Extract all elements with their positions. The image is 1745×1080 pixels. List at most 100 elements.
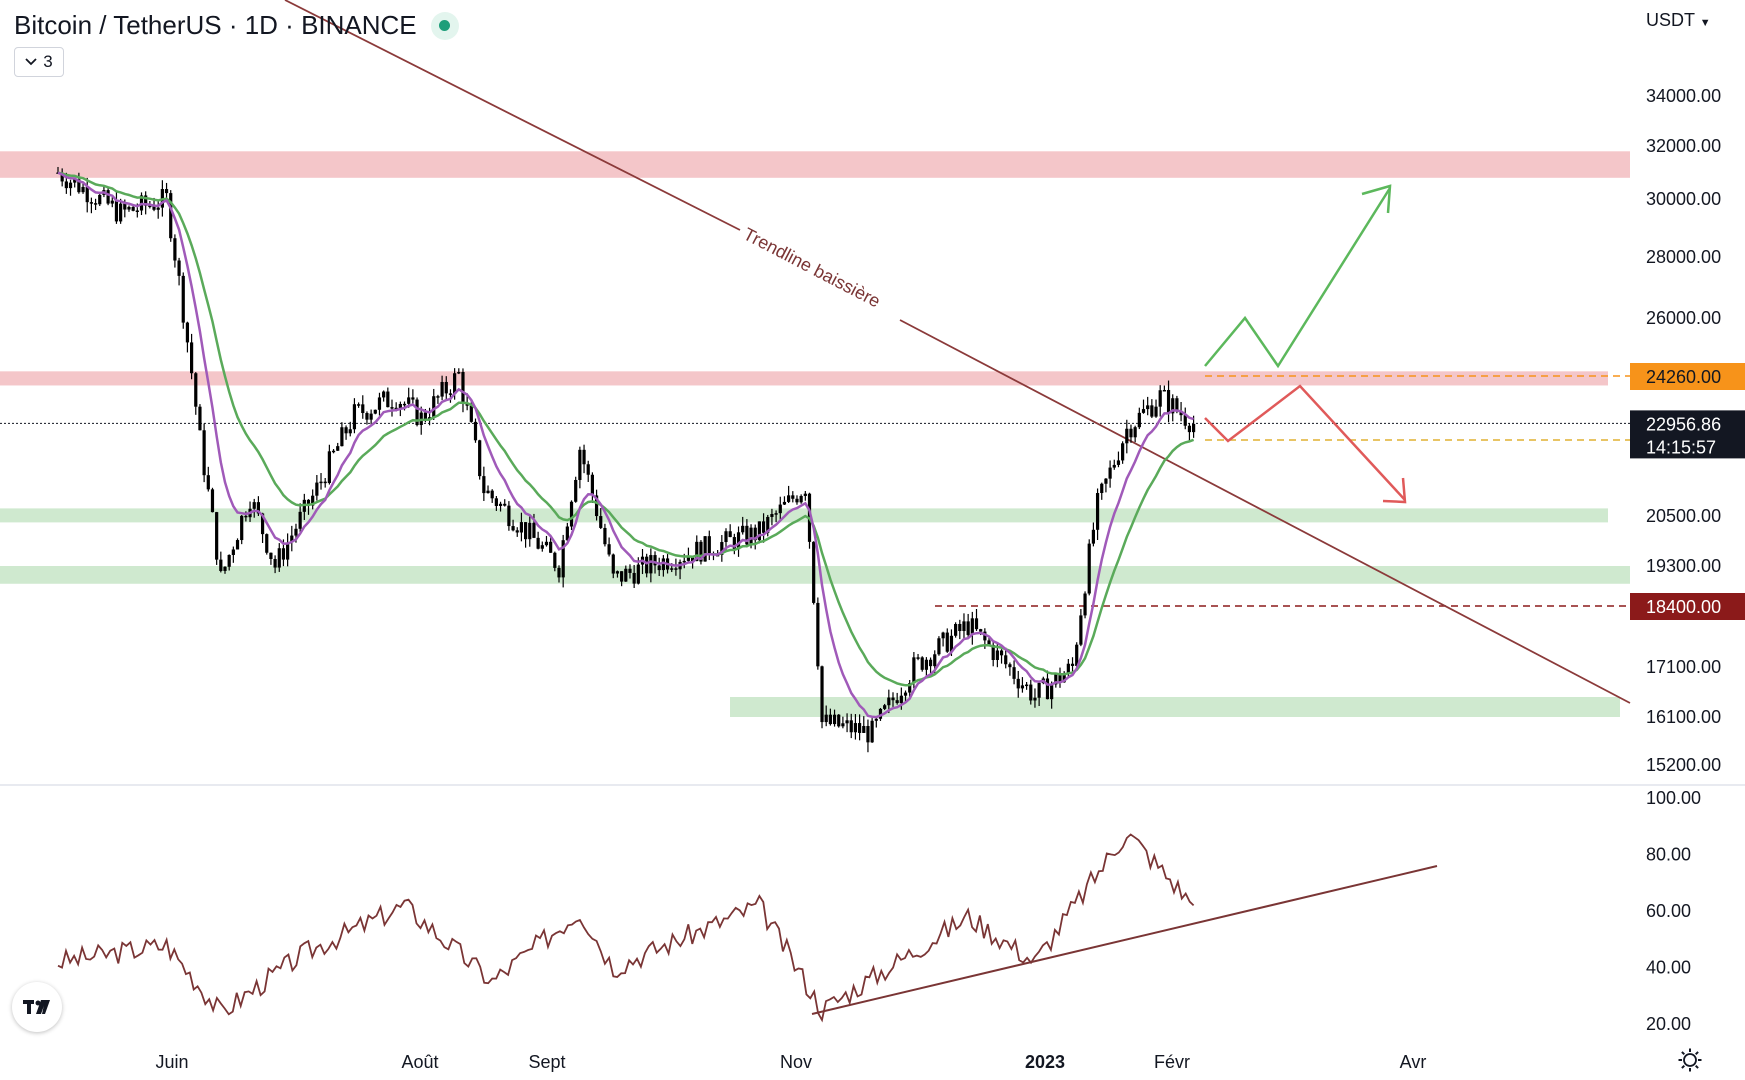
rsi-tick-label: 60.00 <box>1646 901 1691 921</box>
candle-body <box>352 404 357 430</box>
candle-body <box>294 528 298 536</box>
candle-body <box>290 535 294 543</box>
price-tick-label: 16100.00 <box>1646 707 1721 727</box>
candle-body <box>937 638 941 655</box>
candle-body <box>402 403 407 406</box>
symbol-title[interactable]: Bitcoin / TetherUS · 1D · BINANCE <box>14 10 417 40</box>
candle-body <box>599 516 603 528</box>
candle-body <box>1037 682 1041 698</box>
candle-body <box>611 554 615 574</box>
candle-body <box>436 396 440 398</box>
candle-body <box>1062 673 1066 683</box>
candle-body <box>64 181 68 189</box>
candle-body <box>277 548 281 568</box>
candle-body <box>1146 405 1150 410</box>
chart-header: Bitcoin / TetherUS · 1D · BINANCE <box>14 10 459 41</box>
candle-body <box>457 371 461 374</box>
time-axis: Juin Août Sept Nov 2023 Févr Avr <box>155 1052 1426 1072</box>
candle-body <box>1192 423 1196 433</box>
candle-body <box>1045 678 1050 700</box>
candle-body <box>979 629 983 632</box>
candle-body <box>1083 593 1087 616</box>
price-tick-label: 17100.00 <box>1646 657 1721 677</box>
candle-body <box>494 498 498 506</box>
candle-body <box>1033 697 1037 701</box>
downtrend-line: Trendline baissière <box>284 0 1631 704</box>
candle-body <box>164 189 169 194</box>
candle-body <box>557 567 561 578</box>
last-price-text: 22956.86 <box>1646 414 1721 434</box>
candle-body <box>1075 644 1079 666</box>
candle-body <box>319 481 323 484</box>
candle-body <box>878 708 883 719</box>
candle-body <box>949 635 954 652</box>
candle-body <box>411 397 415 400</box>
candle-body <box>490 490 494 499</box>
rsi-tick-label: 100.00 <box>1646 788 1701 808</box>
candle-body <box>390 407 394 409</box>
candle-body <box>206 475 210 490</box>
candle-body <box>565 526 569 541</box>
time-tick-label: Nov <box>780 1052 812 1072</box>
candle-body <box>920 657 924 670</box>
candle-body <box>974 618 979 630</box>
candle-body <box>1054 673 1058 685</box>
ema-slow-line <box>57 171 1195 687</box>
rsi-line <box>57 833 1195 1023</box>
candle-body <box>770 514 774 517</box>
candle-body <box>331 450 336 453</box>
candle-body <box>1175 398 1179 411</box>
candle-body <box>891 697 895 701</box>
candle-body <box>85 186 89 203</box>
bearish-scenario-arrow <box>1204 384 1407 504</box>
candle-body <box>119 203 123 222</box>
candle-body <box>486 490 490 494</box>
candle-body <box>98 194 102 205</box>
candle-body <box>674 568 678 570</box>
candle-body <box>1121 443 1125 461</box>
tradingview-logo-icon[interactable] <box>12 982 62 1032</box>
candle-body <box>649 555 653 574</box>
zones <box>0 151 1630 717</box>
candle-body <box>908 683 912 693</box>
candle-body <box>198 406 202 431</box>
currency-selector[interactable]: USDT ▼ <box>1646 10 1711 31</box>
candle-body <box>1187 425 1192 433</box>
candle-body <box>440 381 444 397</box>
candle-body <box>991 645 995 660</box>
candle-body <box>624 568 628 582</box>
candle-body <box>540 545 544 549</box>
candle-body <box>503 503 507 506</box>
candle-body <box>478 440 482 477</box>
time-tick-label: Juin <box>155 1052 188 1072</box>
candle-body <box>1108 467 1112 479</box>
candle-body <box>1070 663 1075 666</box>
candle-body <box>761 521 766 533</box>
candle-body <box>369 413 373 420</box>
candle-body <box>515 530 519 533</box>
candle-body <box>298 511 302 529</box>
indicators-toggle-button[interactable]: 3 <box>14 47 64 77</box>
candle-body <box>223 566 227 571</box>
candle-body <box>1091 529 1095 544</box>
candle-body <box>73 179 77 183</box>
candle-body <box>578 449 582 480</box>
candle-body <box>210 489 215 513</box>
price-tick-label: 28000.00 <box>1646 247 1721 267</box>
candle-body <box>93 203 98 205</box>
time-tick-label: 2023 <box>1025 1052 1065 1072</box>
candle-body <box>741 525 745 533</box>
candle-body <box>423 412 427 420</box>
candle-body <box>373 409 377 414</box>
candle-body <box>281 548 286 560</box>
price-tick-label: 15200.00 <box>1646 755 1721 775</box>
candle-body <box>799 495 803 503</box>
rsi-tick-label: 80.00 <box>1646 845 1691 865</box>
candle-body <box>386 391 390 408</box>
candle-body <box>323 481 327 484</box>
candle-body <box>787 495 791 502</box>
candle-body <box>202 430 206 476</box>
candle-body <box>453 373 457 395</box>
settings-gear-icon[interactable] <box>1678 1048 1702 1072</box>
